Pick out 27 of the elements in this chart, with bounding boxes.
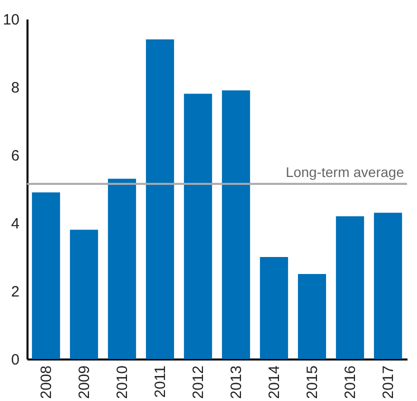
bar xyxy=(374,212,402,359)
bar xyxy=(146,39,174,359)
bar xyxy=(32,192,60,359)
ref-line-label: Long-term average xyxy=(286,164,404,180)
x-tick-label: 2016 xyxy=(342,366,359,399)
y-tick-label: 0 xyxy=(11,352,20,368)
x-tick-label: 2017 xyxy=(380,366,397,399)
y-tick-label: 6 xyxy=(11,148,20,164)
x-tick-label: 2010 xyxy=(114,366,131,399)
y-tick-label: 8 xyxy=(11,80,20,96)
x-tick-label: 2008 xyxy=(38,366,55,399)
x-tick-label: 2011 xyxy=(152,366,169,398)
bar xyxy=(184,94,212,359)
bar xyxy=(298,274,326,359)
x-tick-label: 2015 xyxy=(304,366,321,399)
bar xyxy=(108,178,136,359)
bar xyxy=(336,216,364,359)
bar xyxy=(70,230,98,359)
bar xyxy=(222,90,250,359)
x-tick-label: 2014 xyxy=(266,366,283,399)
x-tick-label: 2013 xyxy=(228,366,245,399)
y-tick-label: 10 xyxy=(2,12,20,28)
bar xyxy=(260,257,288,359)
x-tick-label: 2012 xyxy=(190,366,207,399)
y-tick-label: 4 xyxy=(11,216,20,232)
y-tick-label: 2 xyxy=(11,284,20,300)
x-tick-label: 2009 xyxy=(76,366,93,399)
